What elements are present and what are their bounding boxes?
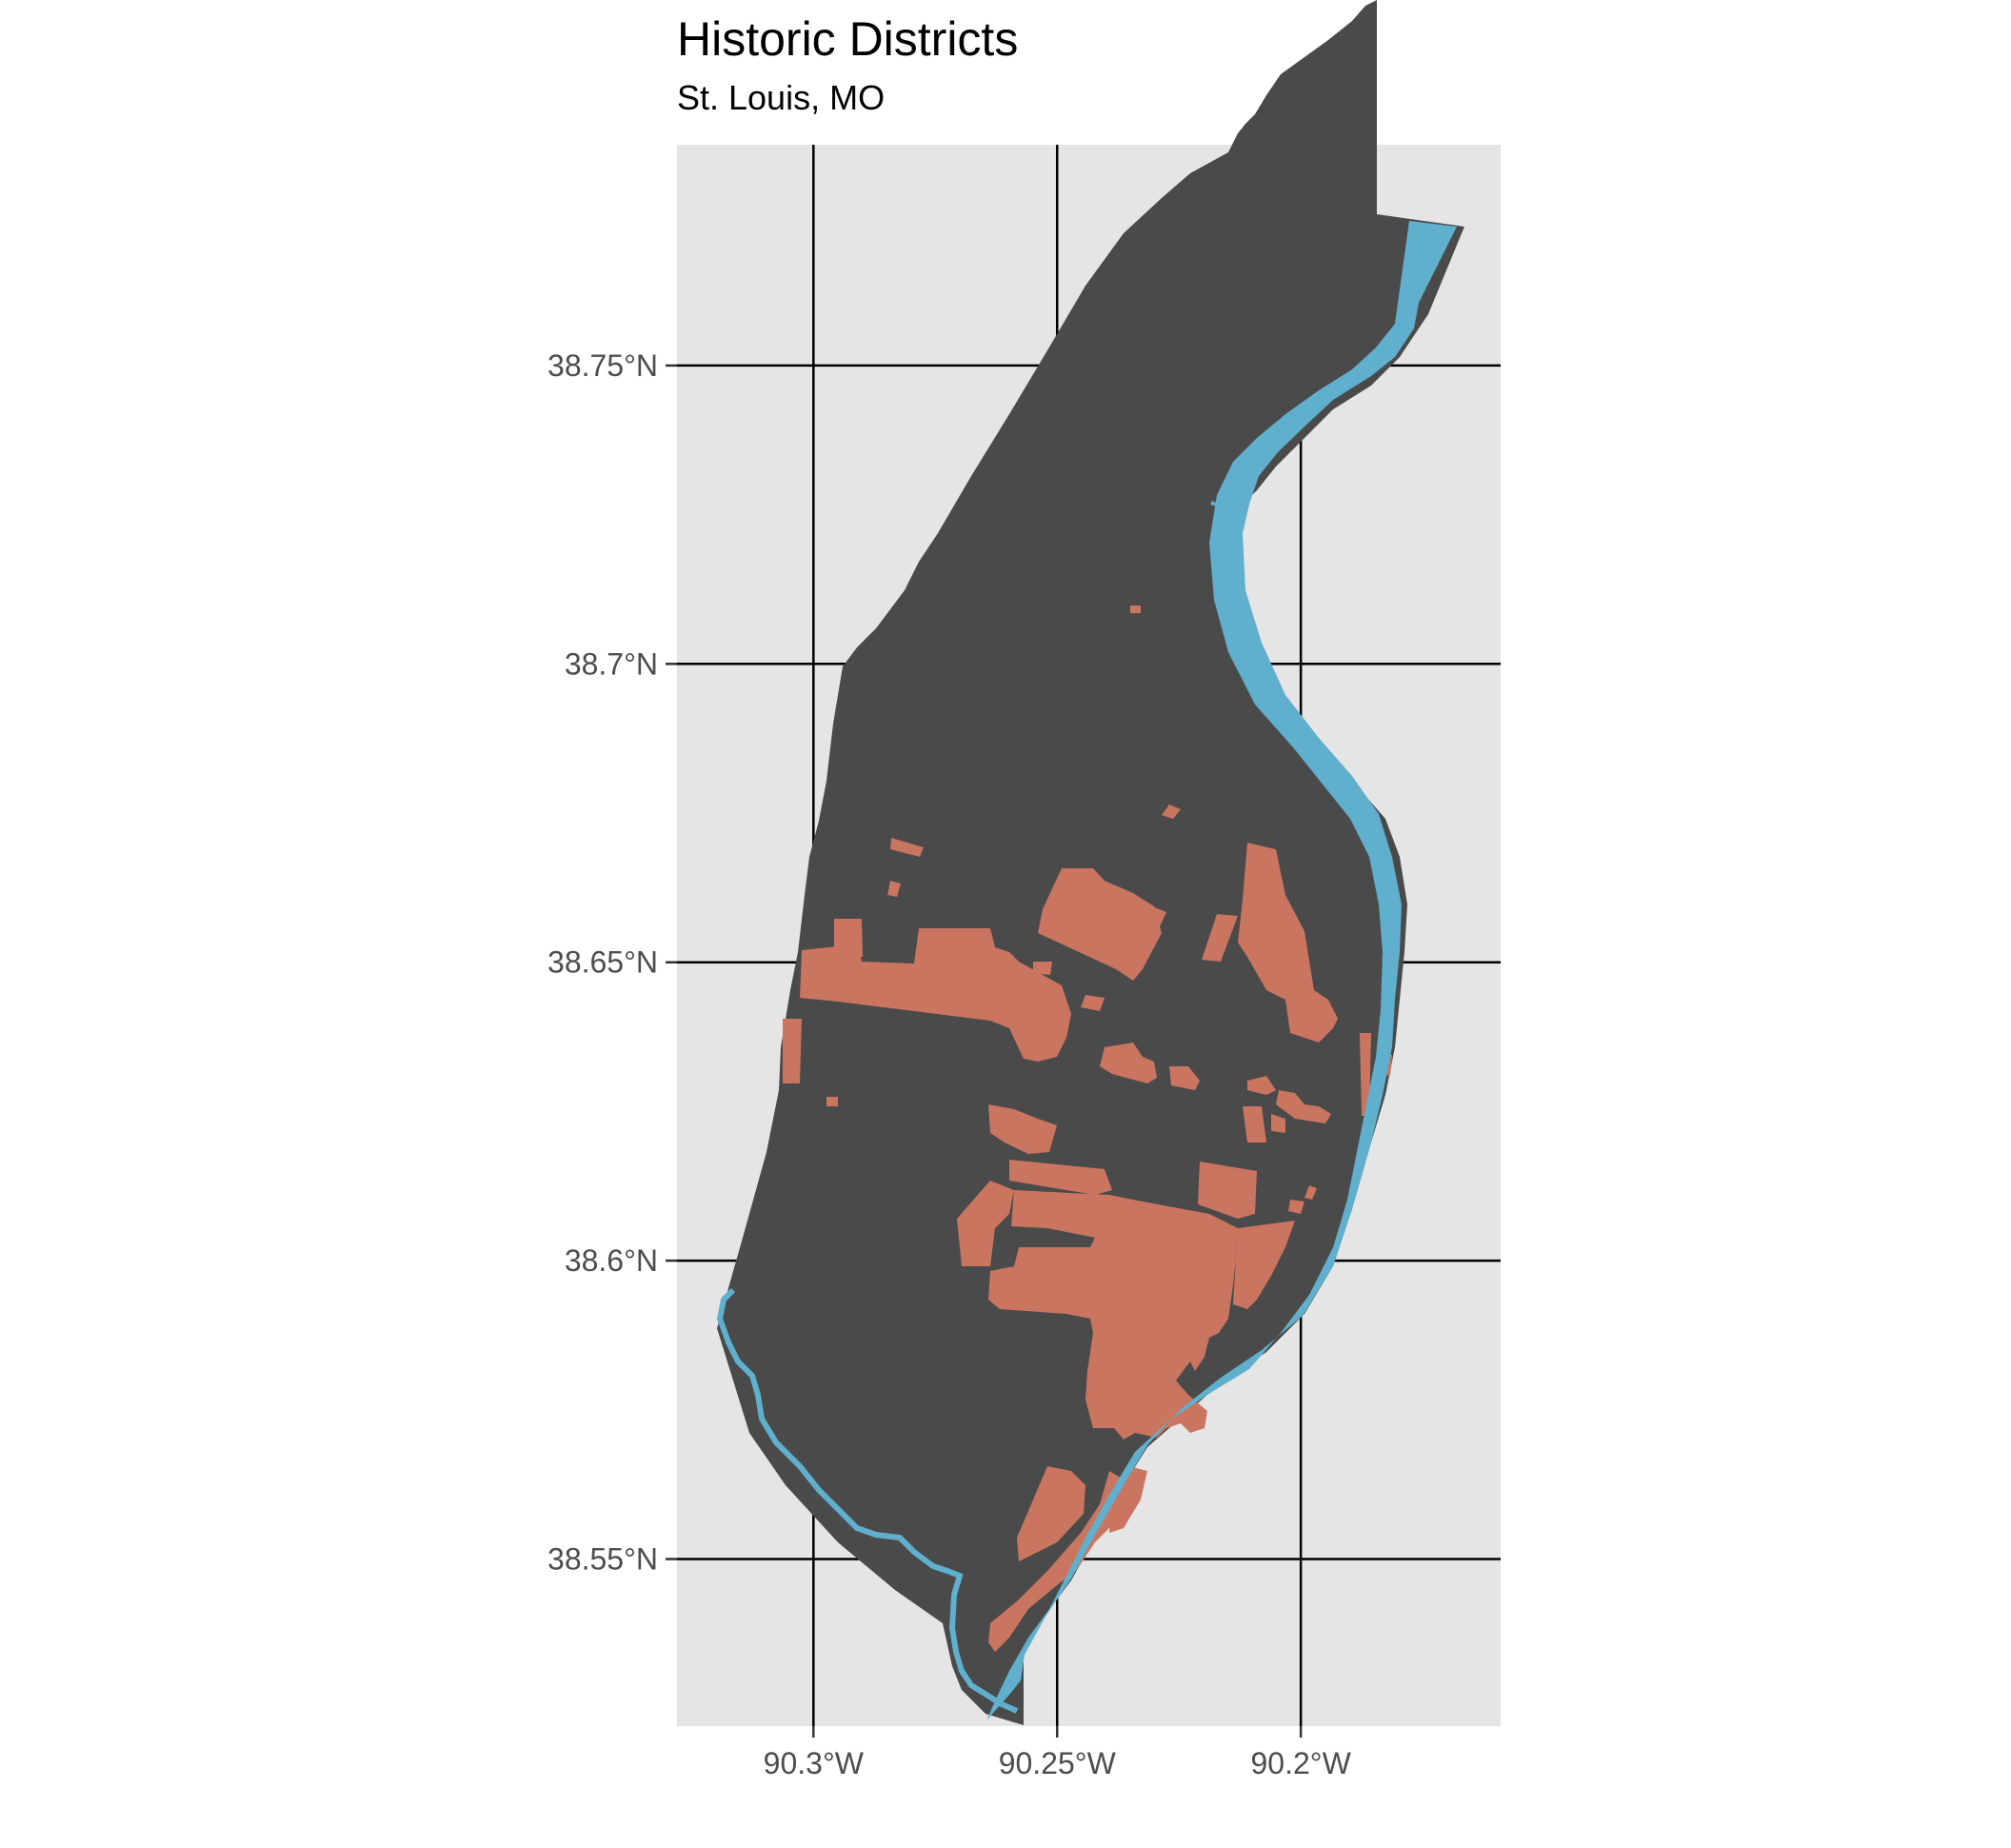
district-river-north (1238, 843, 1338, 1043)
district-southern-west (1017, 1466, 1085, 1561)
district-north-block (1081, 995, 1105, 1011)
map-title: Historic Districts (677, 12, 1019, 66)
mississippi-river (986, 221, 1457, 1720)
district-north-park (1038, 868, 1162, 981)
y-axis: 38.75°N 38.7°N 38.65°N 38.6°N 38.55°N (548, 348, 677, 1576)
x-tick-label-2: 90.2°W (1251, 1746, 1352, 1780)
district-soulard (957, 1181, 1014, 1266)
district-southern-ribbon (988, 1471, 1125, 1652)
river-inlet-north (1210, 501, 1227, 510)
district-downtown-east (1247, 1076, 1276, 1095)
district-west-block-a (834, 919, 863, 957)
district-isolated-west-1 (890, 838, 924, 857)
district-north-park-east (1147, 906, 1166, 933)
district-south-east-small (1304, 1185, 1317, 1200)
district-downtown-river (1276, 1090, 1331, 1123)
district-west-strip (783, 1019, 802, 1083)
x-tick-label-1: 90.25°W (999, 1746, 1117, 1780)
y-tick-label-3: 38.6°N (565, 1243, 658, 1278)
district-west-corridor (800, 928, 1071, 1062)
y-tick-label-4: 38.55°N (548, 1541, 658, 1576)
x-axis: 90.3°W 90.25°W 90.2°W (764, 1726, 1352, 1780)
district-lafayette-north (1009, 1160, 1112, 1195)
district-south-central (988, 1104, 1057, 1154)
district-downtown-west (1100, 1043, 1157, 1083)
district-lafayette-east (1198, 1162, 1257, 1219)
district-southern-east (1109, 1466, 1147, 1533)
district-isolated-west-2 (887, 881, 901, 897)
district-south-main (988, 1190, 1238, 1440)
district-river-north-b (1202, 914, 1238, 962)
district-south-central-b (1271, 1114, 1285, 1133)
district-isolated-west-3 (826, 1097, 838, 1106)
district-south-central-block (1243, 1106, 1266, 1143)
district-south-east-block (1288, 1200, 1304, 1214)
x-tick-label-0: 90.3°W (764, 1746, 865, 1780)
y-tick-label-1: 38.7°N (565, 646, 658, 681)
y-tick-label-0: 38.75°N (548, 348, 658, 383)
rivers (716, 221, 1457, 1720)
historic-districts (783, 606, 1392, 1652)
district-isolated-north-b (1162, 805, 1181, 819)
district-west-block-b (1033, 962, 1052, 975)
district-south-east-wedge (1233, 1221, 1295, 1309)
district-downtown-mid (1169, 1066, 1200, 1090)
y-tick-label-2: 38.65°N (548, 945, 658, 980)
river-des-peres (716, 1287, 1019, 1714)
district-isolated-north (1130, 606, 1141, 613)
map-subtitle: St. Louis, MO (677, 78, 886, 117)
